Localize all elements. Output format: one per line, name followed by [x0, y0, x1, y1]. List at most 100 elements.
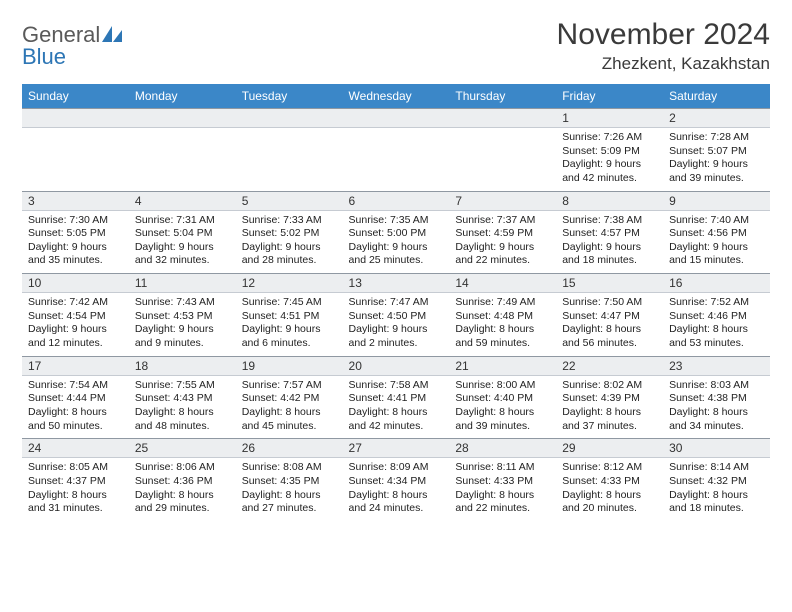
sunrise-line: Sunrise: 7:26 AM [562, 131, 657, 145]
daylight-line: Daylight: 8 hours and 29 minutes. [135, 489, 230, 516]
sunrise-line: Sunrise: 8:08 AM [242, 461, 337, 475]
day-number-cell: 3 [22, 191, 129, 210]
day-number-cell: 5 [236, 191, 343, 210]
daylight-line: Daylight: 8 hours and 27 minutes. [242, 489, 337, 516]
sunrise-line: Sunrise: 7:42 AM [28, 296, 123, 310]
day-info-row: Sunrise: 7:30 AMSunset: 5:05 PMDaylight:… [22, 210, 770, 274]
day-number-cell: 25 [129, 439, 236, 458]
day-info-cell: Sunrise: 8:05 AMSunset: 4:37 PMDaylight:… [22, 458, 129, 521]
sunset-line: Sunset: 4:35 PM [242, 475, 337, 489]
day-number-cell: 21 [449, 356, 556, 375]
day-number-cell: 17 [22, 356, 129, 375]
sunset-line: Sunset: 4:38 PM [669, 392, 764, 406]
day-info-cell: Sunrise: 8:08 AMSunset: 4:35 PMDaylight:… [236, 458, 343, 521]
day-number-cell: 29 [556, 439, 663, 458]
weekday-header: Wednesday [343, 84, 450, 109]
weekday-header: Thursday [449, 84, 556, 109]
sunset-line: Sunset: 5:07 PM [669, 145, 764, 159]
calendar-table: Sunday Monday Tuesday Wednesday Thursday… [22, 84, 770, 521]
sunset-line: Sunset: 4:32 PM [669, 475, 764, 489]
day-info-cell: Sunrise: 8:14 AMSunset: 4:32 PMDaylight:… [663, 458, 770, 521]
daylight-line: Daylight: 8 hours and 18 minutes. [669, 489, 764, 516]
sunrise-line: Sunrise: 8:09 AM [349, 461, 444, 475]
sunrise-line: Sunrise: 7:33 AM [242, 214, 337, 228]
sunrise-line: Sunrise: 8:02 AM [562, 379, 657, 393]
daylight-line: Daylight: 8 hours and 53 minutes. [669, 323, 764, 350]
day-info-cell: Sunrise: 7:55 AMSunset: 4:43 PMDaylight:… [129, 375, 236, 439]
sunrise-line: Sunrise: 8:12 AM [562, 461, 657, 475]
day-number-cell: 28 [449, 439, 556, 458]
daylight-line: Daylight: 8 hours and 50 minutes. [28, 406, 123, 433]
location-label: Zhezkent, Kazakhstan [557, 54, 770, 74]
sunrise-line: Sunrise: 7:37 AM [455, 214, 550, 228]
sunrise-line: Sunrise: 7:35 AM [349, 214, 444, 228]
sunset-line: Sunset: 5:09 PM [562, 145, 657, 159]
day-number-cell: 23 [663, 356, 770, 375]
day-number-cell: 24 [22, 439, 129, 458]
day-info-cell: Sunrise: 7:52 AMSunset: 4:46 PMDaylight:… [663, 293, 770, 357]
daylight-line: Daylight: 9 hours and 32 minutes. [135, 241, 230, 268]
day-info-cell: Sunrise: 7:33 AMSunset: 5:02 PMDaylight:… [236, 210, 343, 274]
day-info-cell [343, 128, 450, 192]
sunrise-line: Sunrise: 7:55 AM [135, 379, 230, 393]
sunrise-line: Sunrise: 8:00 AM [455, 379, 550, 393]
day-number-row: 3456789 [22, 191, 770, 210]
day-info-cell: Sunrise: 7:28 AMSunset: 5:07 PMDaylight:… [663, 128, 770, 192]
day-number-cell: 20 [343, 356, 450, 375]
sunrise-line: Sunrise: 7:47 AM [349, 296, 444, 310]
day-number-cell: 6 [343, 191, 450, 210]
sunrise-line: Sunrise: 7:50 AM [562, 296, 657, 310]
day-info-cell: Sunrise: 7:35 AMSunset: 5:00 PMDaylight:… [343, 210, 450, 274]
day-info-cell: Sunrise: 7:50 AMSunset: 4:47 PMDaylight:… [556, 293, 663, 357]
daylight-line: Daylight: 8 hours and 31 minutes. [28, 489, 123, 516]
weekday-header: Sunday [22, 84, 129, 109]
day-info-cell: Sunrise: 7:30 AMSunset: 5:05 PMDaylight:… [22, 210, 129, 274]
day-info-cell: Sunrise: 7:31 AMSunset: 5:04 PMDaylight:… [129, 210, 236, 274]
day-number-cell: 8 [556, 191, 663, 210]
sunset-line: Sunset: 4:51 PM [242, 310, 337, 324]
sunset-line: Sunset: 4:44 PM [28, 392, 123, 406]
sunset-line: Sunset: 5:04 PM [135, 227, 230, 241]
brand-text: General Blue [22, 24, 122, 68]
sunrise-line: Sunrise: 8:05 AM [28, 461, 123, 475]
sunrise-line: Sunrise: 7:31 AM [135, 214, 230, 228]
sunset-line: Sunset: 5:05 PM [28, 227, 123, 241]
day-info-cell: Sunrise: 7:42 AMSunset: 4:54 PMDaylight:… [22, 293, 129, 357]
day-number-cell: 10 [22, 274, 129, 293]
day-info-row: Sunrise: 7:42 AMSunset: 4:54 PMDaylight:… [22, 293, 770, 357]
sunrise-line: Sunrise: 7:40 AM [669, 214, 764, 228]
sunrise-line: Sunrise: 7:45 AM [242, 296, 337, 310]
day-info-cell: Sunrise: 7:37 AMSunset: 4:59 PMDaylight:… [449, 210, 556, 274]
daylight-line: Daylight: 9 hours and 39 minutes. [669, 158, 764, 185]
daylight-line: Daylight: 9 hours and 15 minutes. [669, 241, 764, 268]
day-info-cell: Sunrise: 8:03 AMSunset: 4:38 PMDaylight:… [663, 375, 770, 439]
sunset-line: Sunset: 4:42 PM [242, 392, 337, 406]
daylight-line: Daylight: 8 hours and 37 minutes. [562, 406, 657, 433]
calendar-page: General Blue November 2024 Zhezkent, Kaz… [0, 0, 792, 521]
day-info-cell: Sunrise: 7:45 AMSunset: 4:51 PMDaylight:… [236, 293, 343, 357]
sunset-line: Sunset: 4:50 PM [349, 310, 444, 324]
day-info-cell: Sunrise: 8:06 AMSunset: 4:36 PMDaylight:… [129, 458, 236, 521]
day-info-cell: Sunrise: 7:26 AMSunset: 5:09 PMDaylight:… [556, 128, 663, 192]
day-info-cell: Sunrise: 7:38 AMSunset: 4:57 PMDaylight:… [556, 210, 663, 274]
day-number-cell: 13 [343, 274, 450, 293]
day-number-cell [236, 109, 343, 128]
daylight-line: Daylight: 8 hours and 45 minutes. [242, 406, 337, 433]
day-info-cell [129, 128, 236, 192]
day-number-cell: 30 [663, 439, 770, 458]
sunrise-line: Sunrise: 8:14 AM [669, 461, 764, 475]
weekday-header: Saturday [663, 84, 770, 109]
sunrise-line: Sunrise: 7:38 AM [562, 214, 657, 228]
sunrise-line: Sunrise: 7:58 AM [349, 379, 444, 393]
daylight-line: Daylight: 8 hours and 59 minutes. [455, 323, 550, 350]
daylight-line: Daylight: 8 hours and 20 minutes. [562, 489, 657, 516]
day-info-cell: Sunrise: 8:12 AMSunset: 4:33 PMDaylight:… [556, 458, 663, 521]
sunset-line: Sunset: 4:53 PM [135, 310, 230, 324]
sunset-line: Sunset: 4:41 PM [349, 392, 444, 406]
weekday-header: Monday [129, 84, 236, 109]
sunset-line: Sunset: 4:39 PM [562, 392, 657, 406]
day-number-cell: 2 [663, 109, 770, 128]
day-number-cell: 15 [556, 274, 663, 293]
day-info-cell: Sunrise: 8:09 AMSunset: 4:34 PMDaylight:… [343, 458, 450, 521]
day-info-cell: Sunrise: 7:54 AMSunset: 4:44 PMDaylight:… [22, 375, 129, 439]
